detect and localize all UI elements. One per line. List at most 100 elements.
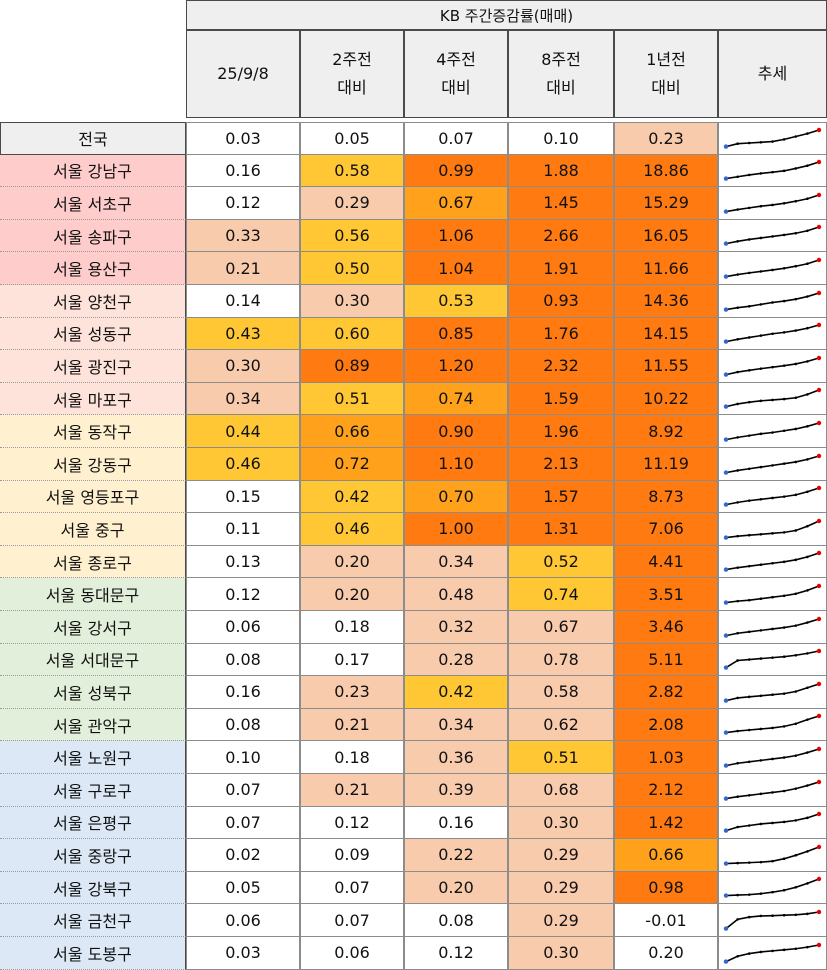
sparkline-point xyxy=(736,659,739,662)
sparkline-point xyxy=(794,886,798,889)
value-cell: 0.66 xyxy=(300,415,404,448)
trend-sparkline-cell xyxy=(718,187,827,220)
value-cell: 0.23 xyxy=(300,676,404,709)
value-cell: 0.05 xyxy=(186,871,300,905)
sparkline-point xyxy=(747,499,751,503)
value-cell: 0.12 xyxy=(186,578,300,611)
sparkline-point xyxy=(747,336,751,339)
sparkline-point xyxy=(736,599,739,603)
sparkline-point xyxy=(782,625,786,629)
value-cell: 15.29 xyxy=(614,187,718,220)
region-label: 서울 동작구 xyxy=(0,415,186,448)
sparkline-line xyxy=(725,259,820,278)
sparkline-point xyxy=(723,306,729,312)
sparkline-point xyxy=(794,362,798,365)
sparkline-point xyxy=(806,620,809,624)
sparkline-point xyxy=(771,203,774,206)
sparkline-line xyxy=(725,682,820,702)
trend-sparkline-cell xyxy=(718,937,827,970)
column-header: 1년전 대비 xyxy=(614,30,718,118)
trend-sparkline xyxy=(723,746,822,768)
value-cell: 0.28 xyxy=(404,643,508,677)
trend-sparkline-cell xyxy=(718,382,827,416)
sparkline-point xyxy=(782,138,786,141)
sparkline-point xyxy=(806,490,809,494)
value-cell: 0.18 xyxy=(300,611,404,644)
column-header-line2: 대비 xyxy=(651,78,681,97)
sparkline-line xyxy=(725,161,820,180)
value-cell: 0.08 xyxy=(186,708,300,742)
value-cell: 0.10 xyxy=(186,741,300,774)
value-cell: 18.86 xyxy=(614,154,718,188)
sparkline-point xyxy=(747,729,751,732)
sparkline-point xyxy=(723,469,729,475)
sparkline-point xyxy=(782,692,786,695)
sparkline-point xyxy=(759,140,763,144)
column-header-line1: 8주전 xyxy=(541,50,581,69)
trend-sparkline xyxy=(723,453,822,475)
value-cell: 0.78 xyxy=(508,643,614,677)
sparkline-point xyxy=(736,954,739,958)
value-cell: 1.00 xyxy=(404,513,508,546)
sparkline-point xyxy=(736,501,739,504)
sparkline-point xyxy=(747,238,751,242)
sparkline-point xyxy=(816,225,822,230)
sparkline-point xyxy=(806,588,809,592)
value-cell: 2.08 xyxy=(614,708,718,742)
value-cell: 2.13 xyxy=(508,448,614,481)
sparkline-point xyxy=(816,127,822,133)
value-cell: 16.05 xyxy=(614,219,718,253)
sparkline-line xyxy=(725,487,820,506)
value-cell: 0.08 xyxy=(404,904,508,937)
value-cell: 0.02 xyxy=(186,839,300,872)
value-cell: 0.99 xyxy=(404,154,508,188)
value-cell: 0.07 xyxy=(300,871,404,905)
region-label: 서울 강남구 xyxy=(0,154,186,188)
sparkline-point xyxy=(759,302,763,306)
table-title: KB 주간증감률(매매) xyxy=(186,0,827,30)
sparkline-point xyxy=(771,859,774,863)
sparkline-point xyxy=(723,795,729,801)
value-cell: 0.08 xyxy=(186,643,300,677)
sparkline-point xyxy=(816,388,822,393)
value-cell: 1.88 xyxy=(508,154,614,188)
sparkline-point xyxy=(747,271,751,275)
sparkline-point xyxy=(759,432,763,436)
sparkline-point xyxy=(723,176,729,181)
value-cell: 0.50 xyxy=(300,252,404,285)
sparkline-point xyxy=(759,172,763,175)
sparkline-point xyxy=(816,942,822,947)
trend-sparkline xyxy=(723,877,822,899)
value-cell: 0.06 xyxy=(186,611,300,644)
sparkline-point xyxy=(816,583,822,589)
sparkline-point xyxy=(806,718,809,722)
sparkline-point xyxy=(759,860,763,864)
sparkline-line xyxy=(725,780,820,799)
value-cell: 0.18 xyxy=(300,741,404,774)
sparkline-point xyxy=(747,466,751,470)
sparkline-line xyxy=(725,585,820,604)
trend-sparkline xyxy=(723,388,822,410)
sparkline-point xyxy=(736,435,739,439)
sparkline-point xyxy=(782,331,786,334)
value-cell: 0.12 xyxy=(186,187,300,220)
sparkline-point xyxy=(771,463,774,467)
value-cell: 0.23 xyxy=(614,122,718,155)
sparkline-point xyxy=(806,524,809,528)
value-cell: 0.42 xyxy=(404,676,508,709)
sparkline-point xyxy=(723,209,729,214)
sparkline-point xyxy=(794,819,798,822)
value-cell: 0.06 xyxy=(300,937,404,970)
sparkline-point xyxy=(723,502,729,507)
sparkline-point xyxy=(771,431,774,434)
column-header-line2: 대비 xyxy=(441,78,471,97)
value-cell: 2.66 xyxy=(508,219,614,253)
sparkline-point xyxy=(759,694,763,697)
sparkline-point xyxy=(806,555,809,559)
sparkline-point xyxy=(806,783,809,787)
value-cell: 0.21 xyxy=(300,708,404,742)
trend-sparkline xyxy=(723,811,822,833)
value-cell: 0.33 xyxy=(186,219,300,253)
sparkline-point xyxy=(794,946,798,950)
sparkline-point xyxy=(747,824,751,827)
